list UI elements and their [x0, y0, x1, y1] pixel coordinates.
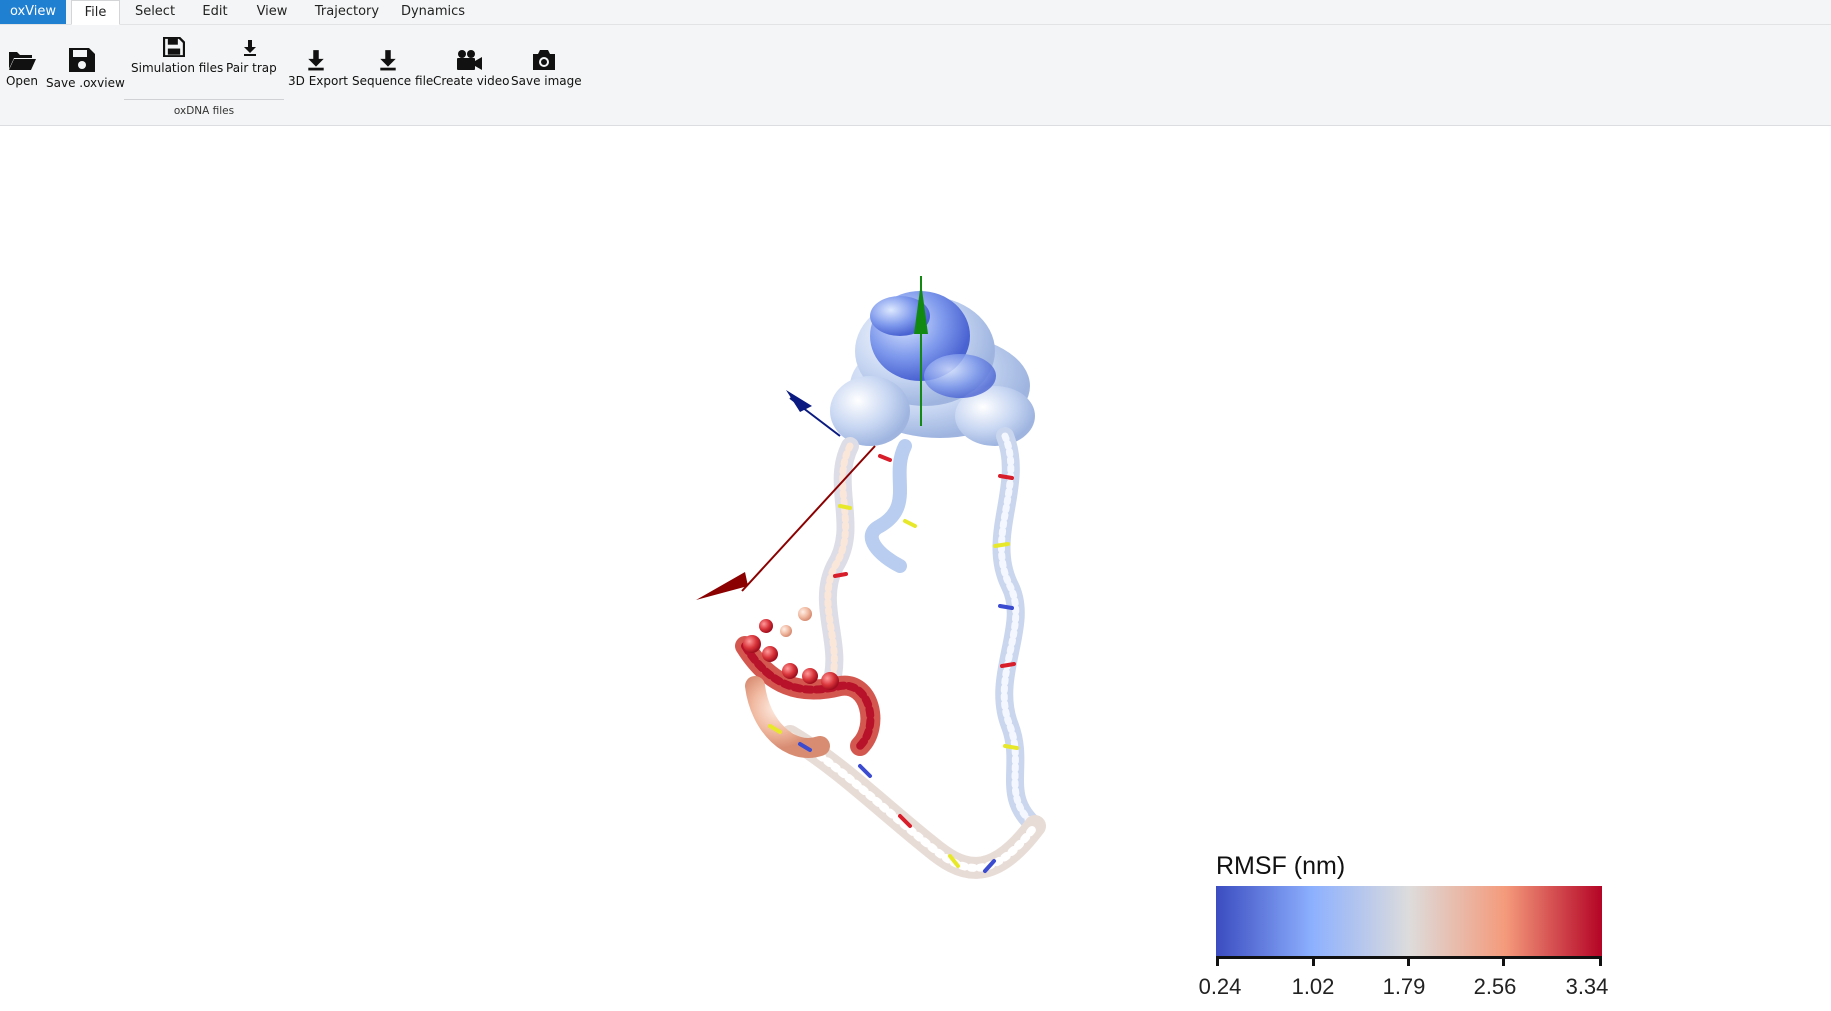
create-video-label: Create video [433, 74, 510, 88]
pair-trap-label: Pair trap [226, 61, 277, 75]
save-image-label: Save image [511, 74, 582, 88]
camera-icon [533, 50, 555, 70]
sequence-file-button[interactable]: Sequence file [352, 49, 434, 88]
colorbar-tick [1599, 956, 1602, 966]
download-icon [308, 50, 324, 71]
download-icon [380, 50, 396, 71]
colorbar-tick [1216, 956, 1219, 966]
colorbar-tick-label: 1.02 [1291, 974, 1335, 999]
axis-indicator [696, 276, 928, 600]
top-cluster [830, 291, 1035, 446]
oxdna-files-group-label: oxDNA files [173, 105, 235, 117]
3d-export-button[interactable]: 3D Export [288, 49, 348, 88]
colorbar-tick-label: 3.34 [1565, 974, 1609, 999]
colorbar-gradient [1216, 886, 1602, 956]
simulation-files-button[interactable]: Simulation files [131, 37, 224, 75]
colorbar-tick-label: 1.79 [1382, 974, 1426, 999]
colorbar-tick [1407, 956, 1410, 966]
red-spheres [743, 607, 839, 690]
colorbar-title: RMSF (nm) [1216, 852, 1346, 880]
tab-file[interactable]: File [71, 0, 120, 25]
save-oxview-label: Save .oxview [46, 76, 125, 90]
tab-select[interactable]: Select [134, 4, 176, 19]
colorbar-tick-label: 2.56 [1473, 974, 1517, 999]
file-ribbon: Open Save .oxview Simulation files Pair … [0, 25, 1831, 126]
sequence-file-label: Sequence file [352, 74, 434, 88]
helix-strands [735, 427, 1046, 879]
save-image-button[interactable]: Save image [511, 49, 582, 88]
download-icon [244, 40, 256, 56]
pair-trap-button[interactable]: Pair trap [226, 39, 277, 75]
tab-edit[interactable]: Edit [202, 4, 228, 19]
create-video-button[interactable]: Create video [433, 49, 510, 88]
menu-bar: oxView File Select Edit View Trajectory … [0, 0, 1831, 25]
z-axis-arrowhead [786, 390, 812, 412]
x-axis-arrowhead [696, 572, 748, 600]
simulation-files-label: Simulation files [131, 61, 224, 75]
rmsf-colorbar: RMSF (nm) 0.24 1.02 1.79 2.56 3.34 [1180, 850, 1620, 1007]
floppy-save-icon [163, 37, 185, 57]
tab-dynamics[interactable]: Dynamics [400, 4, 466, 19]
folder-open-icon [9, 52, 36, 70]
tab-oxview[interactable]: oxView [0, 0, 66, 24]
save-oxview-button[interactable]: Save .oxview [46, 47, 125, 90]
y-axis-arrowhead [914, 282, 928, 334]
x-axis-line [741, 445, 876, 592]
video-camera-icon [457, 50, 482, 70]
tab-trajectory[interactable]: Trajectory [314, 4, 380, 19]
3d-viewport[interactable]: RMSF (nm) 0.24 1.02 1.79 2.56 3.34 [0, 126, 1831, 1007]
group-divider [124, 99, 284, 100]
tab-view[interactable]: View [256, 4, 288, 19]
base-ticks [768, 454, 1019, 873]
open-label: Open [5, 74, 39, 88]
colorbar-tick [1502, 956, 1505, 966]
colorbar-tick [1312, 956, 1315, 966]
colorbar-tick-label: 0.24 [1198, 974, 1242, 999]
open-button[interactable]: Open [4, 49, 40, 88]
floppy-save-icon [69, 48, 95, 72]
3d-export-label: 3D Export [288, 74, 348, 88]
dna-structure-render[interactable] [0, 126, 1831, 1007]
